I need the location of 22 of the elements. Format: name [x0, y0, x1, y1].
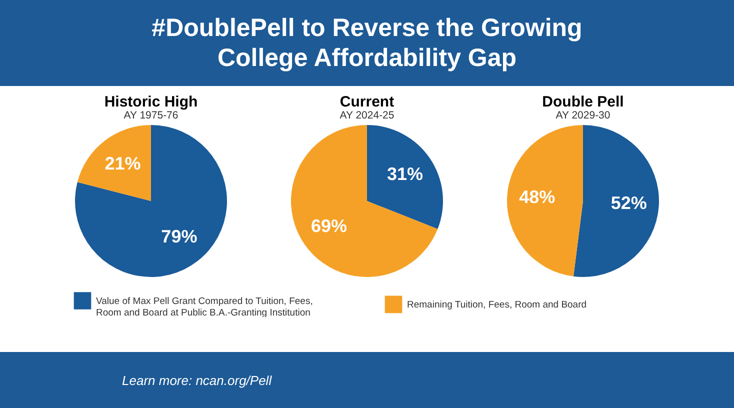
pie-slice: [573, 125, 659, 277]
data-label: 48%: [519, 187, 556, 208]
data-label: 31%: [387, 164, 424, 184]
data-label: 52%: [610, 192, 647, 213]
text: #DoublePell to Reverse the Growing College Affordability Gap: [150, 13, 584, 73]
chart-subtitle: AY 2024-25: [340, 110, 394, 122]
data-label: 21%: [104, 154, 141, 174]
chart-title: Double Pell: [542, 94, 624, 110]
legend-label: Value of Max Pell Grant Compared to Tuition, Fees, Room and Board at Public B.A.-Granting Institution: [96, 296, 313, 318]
pie-slice: [507, 125, 583, 276]
pie-slice: [75, 125, 227, 277]
chart-subtitle: AY 1975-76: [124, 110, 178, 122]
data-label: 69%: [310, 216, 347, 236]
pie-slice: [367, 125, 443, 229]
text: Learn more: ncan.org/Pell: [122, 372, 272, 388]
pie-slice: [77, 125, 151, 201]
pie-slice: [291, 125, 438, 277]
chart-subtitle: AY 2029-30: [556, 110, 610, 122]
legend-label: Remaining Tuition, Fees, Room and Board: [407, 299, 587, 310]
data-label: 79%: [161, 226, 198, 246]
chart-title: Historic High: [104, 94, 198, 110]
chart-title: Current: [340, 94, 394, 110]
